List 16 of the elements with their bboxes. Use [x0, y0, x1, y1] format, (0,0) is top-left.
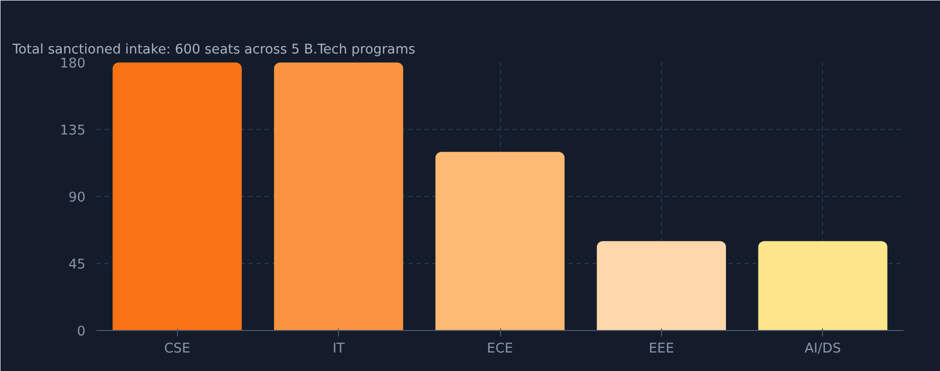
x-tick-label: IT — [332, 342, 346, 356]
y-tick-label: 0 — [77, 324, 86, 340]
bar — [758, 241, 888, 330]
bar — [596, 241, 726, 330]
y-tick-label: 90 — [68, 190, 86, 206]
bar — [435, 152, 565, 330]
x-tick-label: EEE — [648, 342, 674, 356]
bar — [112, 62, 242, 330]
y-tick-label: 45 — [68, 258, 86, 272]
x-tick-label: AI/DS — [804, 342, 841, 356]
x-tick-label: CSE — [164, 342, 190, 356]
y-tick-label: 180 — [60, 56, 86, 72]
y-tick-label: 135 — [60, 124, 86, 138]
chart-title: Total sanctioned intake: 600 seats across 5 B.Tech programs — [12, 42, 416, 58]
bar — [274, 62, 404, 330]
x-tick-label: ECE — [486, 342, 514, 356]
